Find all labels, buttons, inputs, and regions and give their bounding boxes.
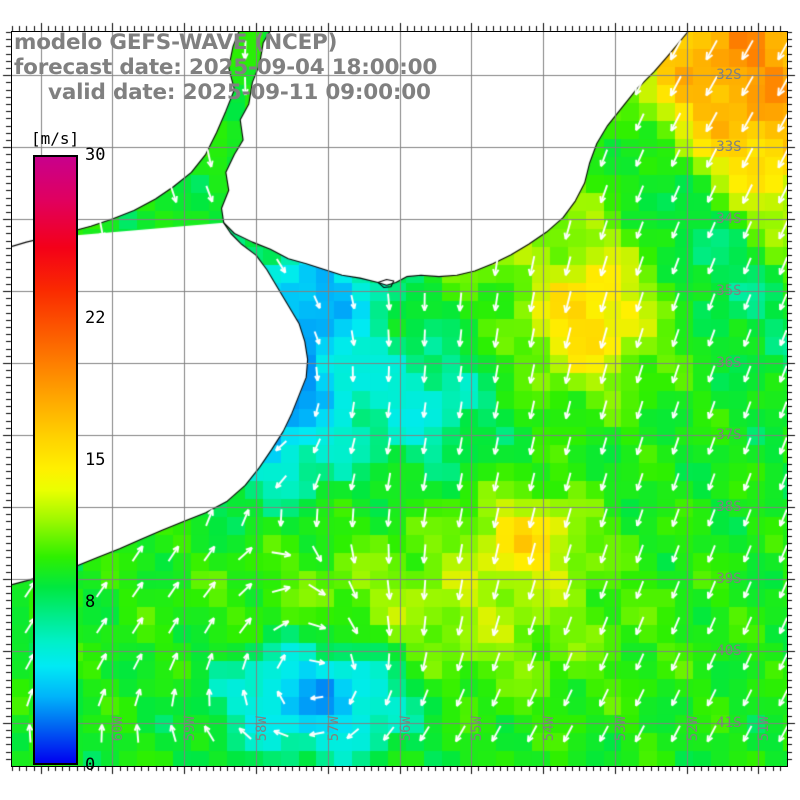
lat-label-33s: 33S <box>716 139 742 156</box>
lat-label-37s: 37S <box>716 426 742 443</box>
lon-label-54w: 54W <box>541 716 558 742</box>
lat-label-41s: 41S <box>716 714 742 731</box>
lat-label-36s: 36S <box>716 355 742 372</box>
colorbar-unit-label: [m/s] <box>31 129 80 148</box>
colorbar-tick-15: 15 <box>85 450 106 470</box>
lat-label-38s: 38S <box>716 498 742 515</box>
lon-label-58w: 58W <box>253 716 270 742</box>
lon-label-55w: 55W <box>469 716 486 742</box>
lon-label-60w: 60W <box>110 716 127 742</box>
lat-label-39s: 39S <box>716 570 742 587</box>
colorbar-tick-22: 22 <box>85 307 106 328</box>
colorbar-tick-8: 8 <box>85 592 96 613</box>
colorbar-tick-0: 0 <box>85 755 96 775</box>
lat-label-34s: 34S <box>716 211 742 228</box>
lat-label-32s: 32S <box>716 67 742 84</box>
wind-vector-arrows <box>12 32 787 766</box>
colorbar-gradient <box>33 155 78 765</box>
lat-label-35s: 35S <box>716 283 742 300</box>
lon-label-56w: 56W <box>397 716 414 742</box>
lon-label-57w: 57W <box>325 716 342 742</box>
colorbar-legend[interactable]: [m/s] 30 22 15 8 0 <box>31 129 105 775</box>
lon-label-52w: 52W <box>684 716 701 742</box>
lat-label-40s: 40S <box>716 642 742 659</box>
colorbar-tick-30: 30 <box>85 145 106 165</box>
lon-label-59w: 59W <box>182 716 199 742</box>
map-plot-area[interactable] <box>11 31 788 767</box>
lon-label-51w: 51W <box>756 716 773 742</box>
lon-label-53w: 53W <box>612 716 629 742</box>
